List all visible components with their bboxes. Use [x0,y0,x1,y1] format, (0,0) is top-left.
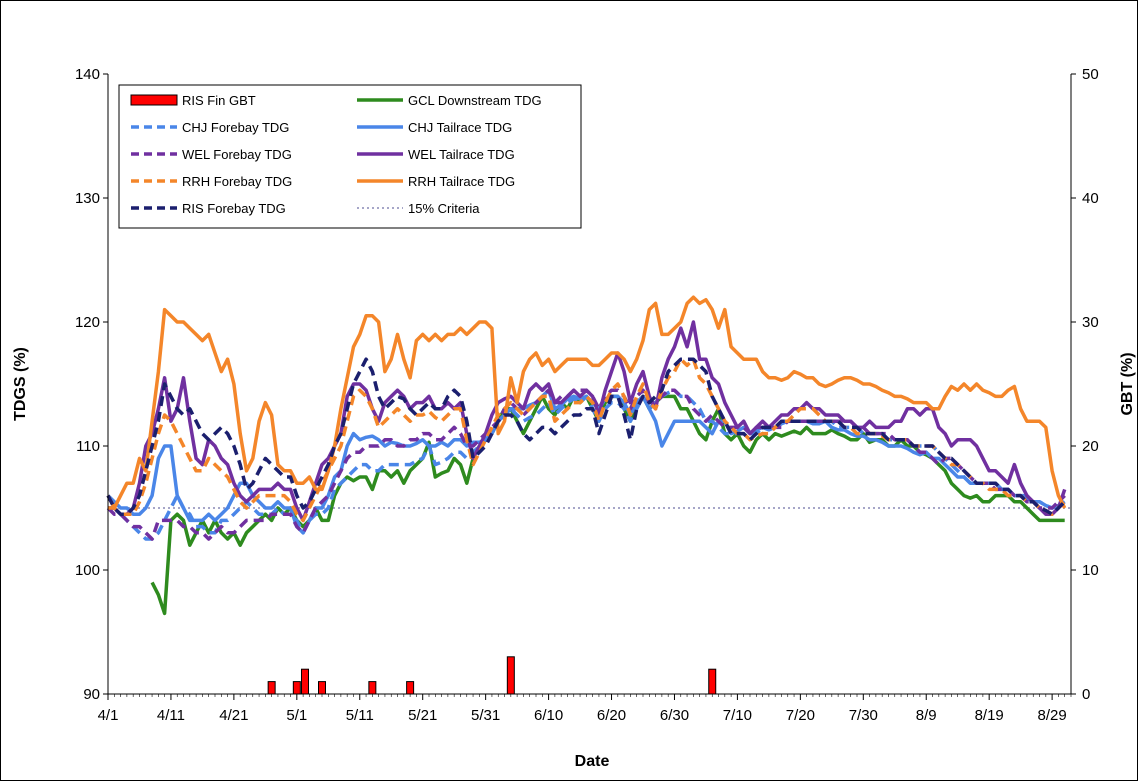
legend: RIS Fin GBT GCL Downstream TDG CHJ Forebay… [118,84,582,229]
y2-tick-label: 10 [1082,562,1099,579]
y-tick-label: 110 [76,438,100,455]
y-tick-label: 130 [75,190,100,207]
x-tick-label: 8/9 [916,707,937,724]
series-line [108,357,1066,523]
x-tick-label: 7/20 [786,707,815,724]
legend-label: RRH Tailrace TDG [408,174,515,189]
x-axis-label: Date [575,753,610,770]
x-tick-label: 5/21 [408,707,437,724]
x-tick-label: 8/19 [975,707,1004,724]
legend-label: GCL Downstream TDG [408,93,542,108]
series-line [150,394,1065,616]
x-tick-label: 4/1 [98,707,119,724]
gbt-bar [318,681,326,695]
series-line [106,295,1067,510]
x-tick-label: 6/10 [534,707,563,724]
gbt-bar [506,656,515,695]
x-tick-label: 4/21 [219,707,248,724]
y-axis-label: TDGS (%) [12,347,29,421]
gbt-bar [292,681,301,695]
y2-axis-label: GBT (%) [1119,352,1136,415]
y2-tick-label: 20 [1082,438,1099,455]
legend-label: RIS Forebay TDG [182,201,286,216]
y2-tick-label: 50 [1082,66,1099,83]
x-tick-label: 8/29 [1038,707,1067,724]
legend-label: WEL Tailrace TDG [408,147,515,162]
axis-layer: 90 100 110 120 130 140 0 10 20 30 40 50 4/1 4/11 4/21 5… [75,66,1099,724]
gbt-bar [267,681,276,695]
legend-label: WEL Forebay TDG [182,147,292,162]
y-tick-label: 140 [75,66,100,83]
x-tick-label: 5/11 [346,707,374,724]
gbt-bar [406,681,415,695]
series-line [106,388,1066,535]
y-tick-label: 100 [75,562,100,579]
x-tick-label: 6/20 [597,707,626,724]
legend-label: CHJ Forebay TDG [182,120,289,135]
gbt-bar [301,668,310,695]
series-line [108,320,1067,523]
legend-label: RIS Fin GBT [182,93,256,108]
gbt-bar [368,681,377,695]
gbt-bar [708,668,717,695]
series-line [106,357,1066,516]
x-tick-label: 7/10 [723,707,752,724]
y-tick-label: 90 [83,686,100,703]
x-tick-label: 6/30 [660,707,689,724]
x-tick-label: 4/11 [157,707,185,724]
y-tick-label: 120 [75,314,100,331]
legend-box [118,84,582,229]
bar-layer [267,656,717,695]
y2-tick-label: 40 [1082,190,1099,207]
y2-tick-label: 30 [1082,314,1099,331]
legend-label: RRH Forebay TDG [182,174,292,189]
legend-label: CHJ Tailrace TDG [408,120,512,135]
legend-swatch [130,94,178,106]
x-tick-label: 5/31 [471,707,500,724]
x-tick-label: 7/30 [849,707,878,724]
x-tick-label: 5/1 [286,707,307,724]
legend-label: 15% Criteria [408,201,480,216]
line-layer [106,295,1067,616]
y2-tick-label: 0 [1082,686,1090,703]
